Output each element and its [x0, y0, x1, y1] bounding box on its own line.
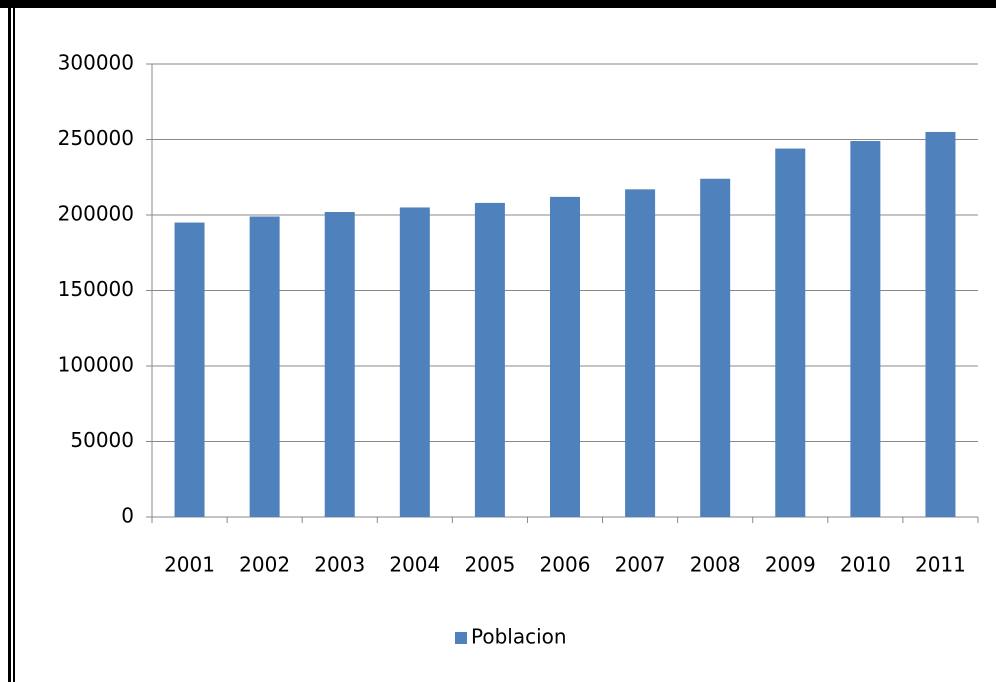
x-tick-label: 2011 — [915, 553, 966, 577]
bar — [174, 222, 205, 518]
bar — [625, 189, 656, 517]
x-tick-label: 2001 — [164, 553, 215, 577]
bar — [324, 211, 355, 518]
y-tick-label: 100000 — [58, 353, 134, 377]
y-tick-label: 300000 — [58, 51, 134, 75]
y-tick-label: 150000 — [58, 277, 134, 301]
y-tick-label: 200000 — [58, 202, 134, 226]
y-tick-label: 250000 — [58, 126, 134, 150]
frame-left — [8, 0, 11, 682]
frame-left-inner — [13, 0, 15, 682]
x-tick-label: 2006 — [540, 553, 591, 577]
bar — [850, 141, 881, 517]
x-tick-label: 2010 — [840, 553, 891, 577]
y-tick-label: 50000 — [70, 428, 134, 452]
bar — [399, 207, 430, 517]
x-tick-label: 2005 — [464, 553, 515, 577]
bar — [249, 216, 280, 517]
x-tick-label: 2008 — [690, 553, 741, 577]
bar — [775, 148, 806, 517]
bar — [700, 178, 731, 517]
frame-top — [0, 0, 996, 8]
legend-swatch — [455, 632, 467, 644]
x-tick-label: 2007 — [615, 553, 666, 577]
y-tick-label: 0 — [121, 504, 134, 528]
x-tick-label: 2004 — [389, 553, 440, 577]
bar — [474, 202, 505, 518]
x-tick-label: 2009 — [765, 553, 816, 577]
x-tick-label: 2003 — [314, 553, 365, 577]
x-tick-label: 2002 — [239, 553, 290, 577]
bar — [925, 131, 956, 517]
legend-label: Poblacion — [471, 625, 567, 649]
bar — [550, 196, 580, 517]
